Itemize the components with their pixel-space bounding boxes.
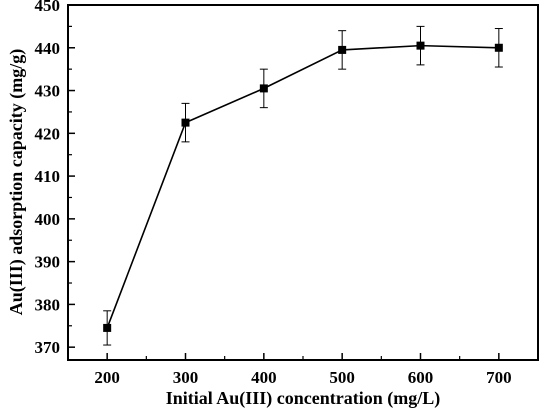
y-tick-label: 450 (35, 0, 61, 15)
data-point (181, 118, 190, 127)
plot-frame (67, 4, 539, 361)
series-line (106, 44, 499, 329)
y-tick-label: 370 (35, 338, 61, 357)
y-tick-label: 430 (35, 82, 61, 101)
data-point (338, 45, 347, 54)
y-tick-label: 400 (35, 210, 61, 229)
x-tick-label: 400 (251, 368, 277, 387)
x-axis-label: Initial Au(III) concentration (mg/L) (166, 388, 441, 409)
y-tick-label: 380 (35, 295, 61, 314)
data-point (103, 323, 112, 332)
x-tick-label: 300 (173, 368, 199, 387)
data-point (259, 84, 268, 93)
data-point (494, 43, 503, 52)
y-tick-label: 420 (35, 124, 61, 143)
series-layer (103, 25, 503, 346)
x-tick-label: 700 (486, 368, 512, 387)
data-point (416, 41, 425, 50)
x-tick-label: 600 (408, 368, 434, 387)
y-tick-label: 440 (35, 39, 61, 58)
y-tick-label: 410 (35, 167, 61, 186)
x-tick-label: 500 (329, 368, 355, 387)
y-axis-label: Au(III) adsorption capacity (mg/g) (6, 49, 27, 316)
x-tick-label: 200 (94, 368, 120, 387)
y-axis-ticks: 370 380 390 400 410 420 430 440 450 (35, 0, 75, 357)
y-tick-label: 390 (35, 253, 61, 272)
x-axis-ticks: 200 300 400 500 600 700 (94, 353, 512, 387)
